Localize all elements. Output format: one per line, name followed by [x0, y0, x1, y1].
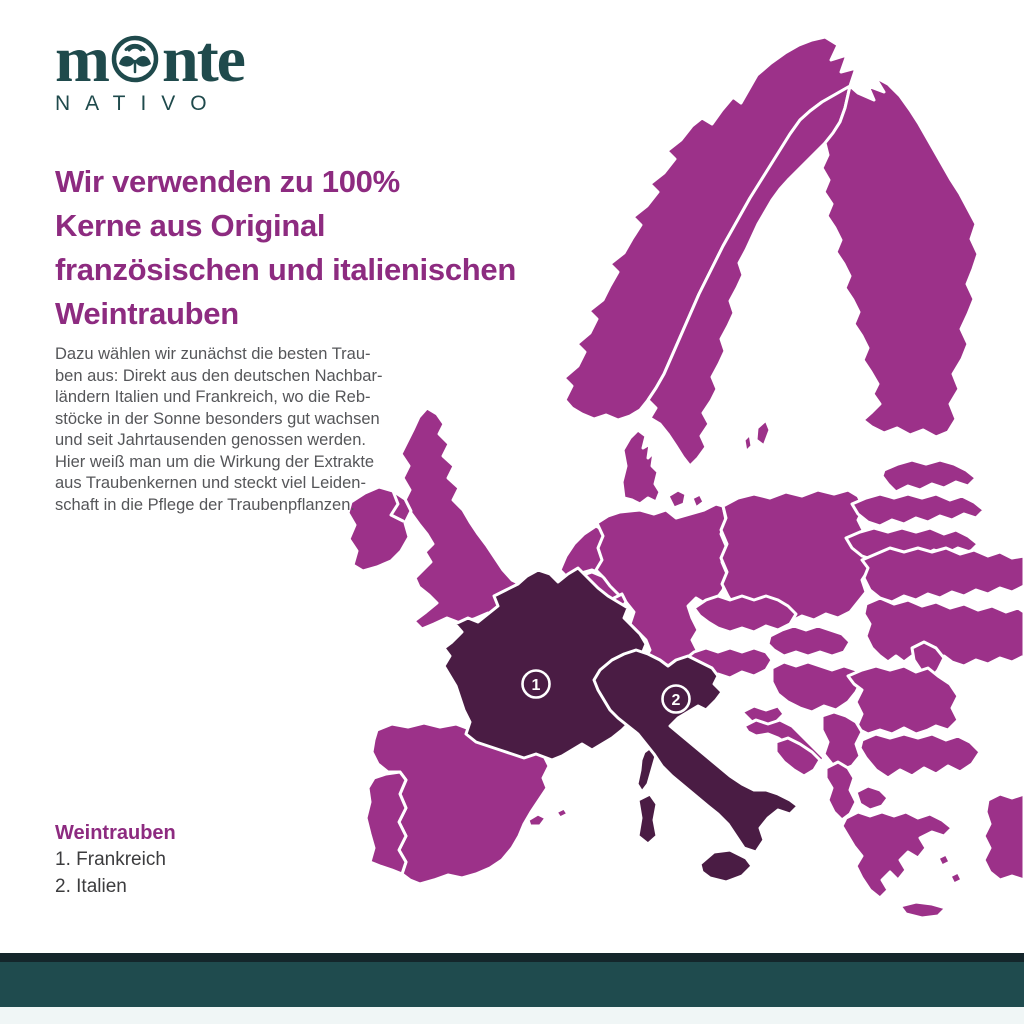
- map-country-poland: [719, 488, 872, 626]
- map-country-serbia: [820, 710, 864, 772]
- map-country-bulgaria: [858, 732, 982, 780]
- map-country-turkey: [982, 792, 1024, 882]
- body-line: Hier weiß man um die Wirkung der Extrakt…: [55, 452, 375, 471]
- headline-line-2: Kerne aus Original: [55, 208, 326, 243]
- body-line: stöcke in der Sonne besonders gut wachse…: [55, 409, 380, 428]
- map-island-oland: [742, 432, 754, 454]
- body-paragraph: Dazu wählen wir zunächst die besten Trau…: [55, 344, 385, 516]
- map-island-funen: [690, 492, 706, 510]
- map-legend: Weintrauben 1. Frankreich 2. Italien: [55, 820, 176, 900]
- map-country-slovakia: [766, 624, 852, 658]
- legend-item-label: Italien: [76, 876, 127, 897]
- map-country-bosnia: [774, 736, 822, 778]
- map-island-crete: [898, 900, 948, 920]
- map-country-hungary: [770, 660, 864, 714]
- body-line: schaft in die Pflege der Traubenpflanzen…: [55, 495, 355, 514]
- map-country-portugal: [364, 770, 408, 876]
- map-island-mallorca: [526, 812, 548, 828]
- headline-line-4: Weintrauben: [55, 296, 239, 331]
- map-country-north-macedonia: [854, 784, 890, 812]
- body-line: ben aus: Direkt aus den deutschen Nachba…: [55, 366, 383, 385]
- map-island-gotland: [754, 418, 772, 448]
- logo-subtitle: NATIVO: [55, 92, 222, 115]
- map-island-aegean-2: [948, 870, 964, 886]
- map-country-greece: [840, 810, 954, 900]
- footer-dark-strip: [0, 953, 1024, 962]
- map-country-albania: [824, 760, 858, 822]
- map-country-romania: [846, 664, 960, 736]
- logo-wordmark-nte: nte: [161, 23, 246, 96]
- map-marker-italy: 2: [661, 684, 691, 714]
- map-country-latvia: [850, 492, 986, 528]
- legend-item-number: 2.: [55, 876, 71, 897]
- legend-item-france: 1. Frankreich: [55, 846, 176, 873]
- map-country-belarus: [860, 546, 1024, 604]
- map-island-sicily-highlighted: [698, 848, 754, 884]
- map-marker-france: 1: [521, 669, 551, 699]
- headline: Wir verwenden zu 100% Kerne aus Original…: [55, 160, 525, 336]
- body-line: ländern Italien und Frankreich, wo die R…: [55, 388, 371, 406]
- map-border-northern-ireland: [389, 489, 405, 523]
- leaf-circle-emblem-icon: [110, 34, 160, 89]
- map-country-denmark: [620, 428, 662, 506]
- map-country-moldova: [910, 640, 946, 682]
- brand-logo: m nte NATIVO: [55, 23, 246, 115]
- body-line: Dazu wählen wir zunächst die besten Trau…: [55, 345, 371, 363]
- map-island-sardinia-highlighted: [636, 792, 659, 846]
- logo-wordmark-m: m: [55, 23, 110, 96]
- footer-teal-bar: [0, 962, 1024, 1007]
- legend-item-label: Frankreich: [76, 849, 166, 870]
- marker-2-ring: [661, 684, 691, 714]
- footer-light-strip: [0, 1007, 1024, 1024]
- headline-line-3: französischen und italienischen: [55, 252, 516, 287]
- map-island-aegean-1: [936, 852, 952, 868]
- map-country-czechia: [692, 594, 798, 634]
- marker-2-number: 2: [672, 692, 681, 709]
- legend-title: Weintrauben: [55, 822, 176, 844]
- map-country-ukraine: [862, 596, 1024, 668]
- marker-1-ring: [521, 669, 551, 699]
- map-island-zealand: [666, 488, 688, 510]
- map-country-estonia: [880, 458, 978, 494]
- map-island-ibiza: [554, 806, 570, 820]
- marker-1-number: 1: [532, 677, 541, 694]
- body-line: aus Traubenkernen und steckt viel Leiden…: [55, 474, 366, 492]
- map-country-sweden: [646, 84, 852, 468]
- body-line: und seit Jahrtausenden genossen werden.: [55, 431, 366, 449]
- legend-item-italy: 2. Italien: [55, 873, 176, 900]
- map-country-finland: [820, 75, 980, 439]
- map-country-italy-highlighted: [592, 648, 800, 854]
- headline-line-1: Wir verwenden zu 100%: [55, 164, 400, 199]
- legend-item-number: 1.: [55, 849, 71, 870]
